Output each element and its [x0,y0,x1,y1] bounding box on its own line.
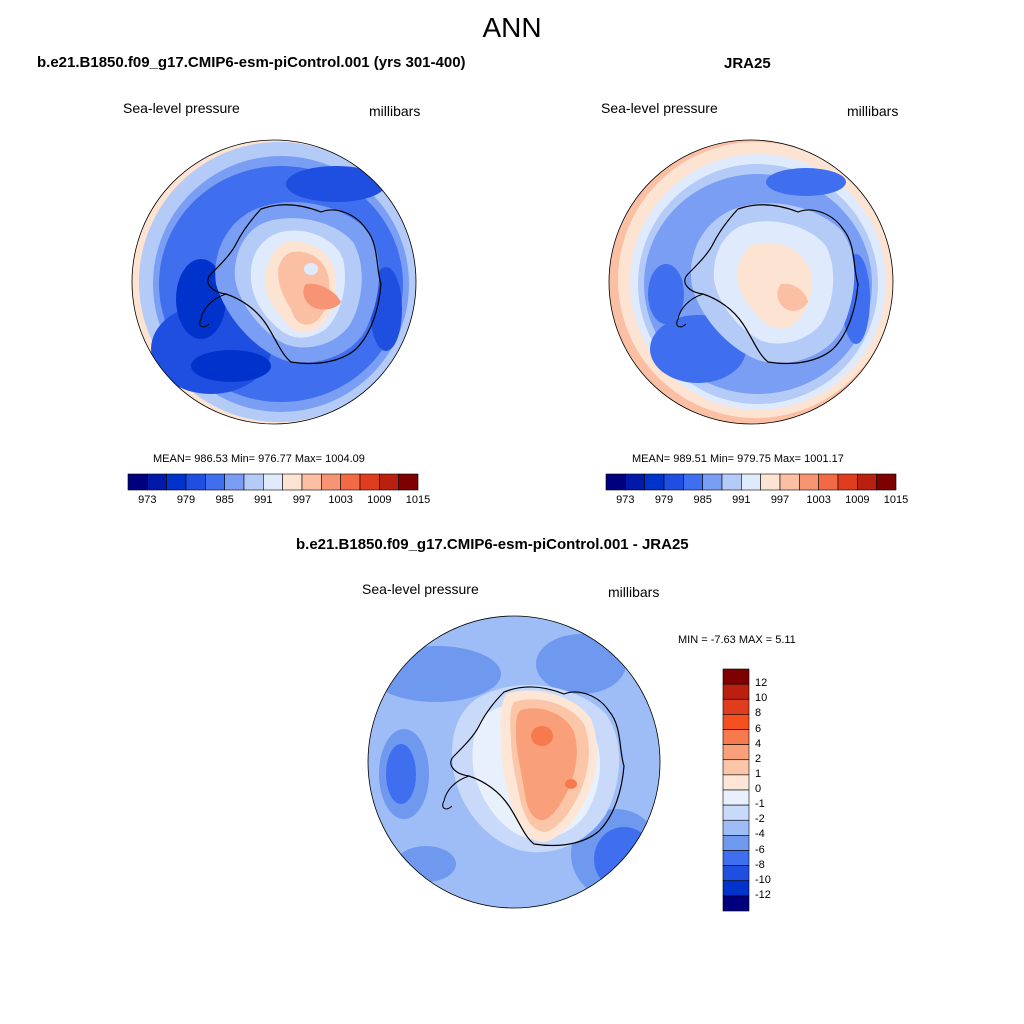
colorbar-swatch [282,473,303,491]
panel-2-map [608,139,894,425]
colorbar-swatch [721,473,742,491]
colorbar-swatch [205,473,225,491]
colorbar-swatch [722,850,750,866]
colorbar-tick-label: 1015 [883,494,909,506]
colorbar-swatch [340,473,361,491]
panel-3-units: millibars [608,584,660,600]
panel-1-map [131,139,417,425]
colorbar-tick-label: 985 [215,494,234,506]
colorbar-swatch [127,473,148,491]
colorbar-tick-label: -4 [755,828,765,841]
colorbar-tick-label: 8 [755,707,762,720]
colorbar-tick-label: 6 [755,722,762,735]
colorbar-swatch [837,473,858,491]
colorbar-tick-label: 973 [616,494,635,506]
colorbar-swatch [722,698,750,715]
colorbar-tick-label: 4 [755,737,762,750]
panel-1-units: millibars [369,103,421,119]
colorbar-swatch [857,473,877,491]
colorbar-swatch [663,473,684,491]
colorbar-tick-label: -12 [755,888,771,901]
colorbar-tick-label: -1 [755,798,765,811]
colorbar-swatch [876,473,897,491]
panel-2-colorbar [605,473,897,491]
panel-3-stats: MIN = -7.63 MAX = 5.11 [678,634,796,646]
colorbar-swatch [263,473,283,491]
colorbar-tick-label: -8 [755,858,765,871]
panel-2-units: millibars [847,103,899,119]
colorbar-swatch [722,880,750,897]
colorbar-tick-label: 997 [770,494,790,506]
colorbar-tick-label: 991 [254,494,273,506]
colorbar-swatch [722,865,750,882]
colorbar-tick-label: -2 [755,813,765,826]
panel-1-title: b.e21.B1850.f09_g17.CMIP6-esm-piControl.… [37,54,466,71]
colorbar-swatch [779,473,800,491]
colorbar-tick-label: 991 [732,494,751,506]
colorbar-tick-label: 979 [176,494,196,506]
colorbar-swatch [722,804,750,821]
colorbar-tick-label: 1003 [806,494,831,506]
panel-1-colorbar-ticks: 973 979 985 991 997 1003 1009 1015 [128,494,430,510]
colorbar-swatch [722,668,750,685]
colorbar-tick-label: -10 [755,873,771,886]
colorbar-swatch [722,774,750,791]
panel-3-title: b.e21.B1850.f09_g17.CMIP6-esm-piControl.… [296,536,689,553]
colorbar-swatch [722,895,750,912]
panel-1-colorbar [127,473,419,491]
colorbar-tick-label: 997 [292,494,312,506]
colorbar-swatch [702,473,723,491]
colorbar-swatch [147,473,167,491]
colorbar-swatch [722,835,750,851]
colorbar-tick-label: 1015 [405,494,431,506]
panel-2-stats: MEAN= 989.51 Min= 979.75 Max= 1001.17 [632,453,844,465]
colorbar-tick-label: 1009 [845,494,870,506]
colorbar-tick-label: 985 [693,494,712,506]
colorbar-swatch [683,473,703,491]
panel-3-variable: Sea-level pressure [362,581,479,597]
colorbar-swatch [398,473,419,491]
colorbar-tick-label: 979 [654,494,674,506]
colorbar-swatch [760,473,781,491]
colorbar-swatch [799,473,819,491]
colorbar-swatch [722,789,750,806]
colorbar-tick-label: 0 [755,783,762,795]
panel-3-colorbar-ticks: 12 10 8 6 4 2 1 0 -1 -2 -4 -6 -8 -10 -12 [755,669,795,911]
colorbar-swatch [722,819,750,836]
colorbar-swatch [301,473,322,491]
main-title: ANN [482,12,542,43]
colorbar-tick-label: 12 [755,677,768,690]
panel-2-colorbar-ticks: 973 979 985 991 997 1003 1009 1015 [606,494,908,510]
colorbar-swatch [321,473,341,491]
colorbar-swatch [166,473,187,491]
colorbar-swatch [224,473,245,491]
colorbar-swatch [722,729,750,745]
colorbar-swatch [359,473,380,491]
colorbar-tick-label: 2 [755,752,762,765]
panel-1-variable: Sea-level pressure [123,100,240,116]
colorbar-swatch [379,473,399,491]
panel-2-title: JRA25 [724,55,771,72]
panel-3-colorbar [722,668,750,912]
colorbar-tick-label: -6 [755,843,765,856]
colorbar-swatch [722,759,750,776]
colorbar-swatch [722,744,750,761]
panel-3-map [367,615,661,909]
colorbar-swatch [185,473,206,491]
colorbar-swatch [605,473,626,491]
colorbar-tick-label: 1003 [328,494,353,506]
colorbar-tick-label: 1 [755,767,762,780]
panel-2-variable: Sea-level pressure [601,100,718,116]
colorbar-swatch [818,473,839,491]
panel-1-stats: MEAN= 986.53 Min= 976.77 Max= 1004.09 [153,453,365,465]
colorbar-swatch [243,473,264,491]
colorbar-tick-label: 10 [755,692,768,705]
colorbar-tick-label: 973 [138,494,157,506]
colorbar-swatch [625,473,645,491]
colorbar-swatch [722,714,750,730]
colorbar-swatch [644,473,665,491]
colorbar-swatch [741,473,761,491]
colorbar-tick-label: 1009 [367,494,392,506]
colorbar-swatch [722,683,750,700]
